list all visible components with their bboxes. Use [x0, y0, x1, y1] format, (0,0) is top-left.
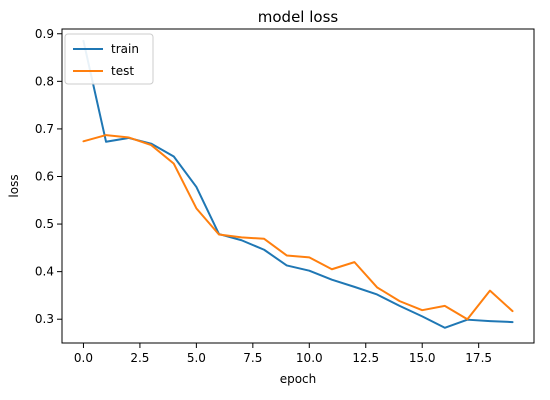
x-tick-label: 15.0: [409, 351, 436, 365]
plot-area: 0.0 2.5 5.0 7.5 10.0 12.5 15.0 17.5 0.3 0.4 0.5 0.6…: [35, 27, 535, 365]
legend-label-test: test: [111, 64, 134, 78]
y-tick-label: 0.5: [35, 217, 54, 231]
legend-label-train: train: [111, 42, 139, 56]
series-line-train: [82, 39, 514, 329]
y-axis-label: loss: [7, 174, 21, 197]
x-tick-label: 10.0: [296, 351, 323, 365]
x-tick-label: 7.5: [243, 351, 262, 365]
x-tick-label: 5.0: [187, 351, 206, 365]
legend-box: [64, 33, 154, 85]
x-axis-label: epoch: [280, 372, 317, 386]
x-tick-label: 0.0: [74, 351, 93, 365]
x-tick-label: 17.5: [465, 351, 492, 365]
x-tick-label: 2.5: [130, 351, 149, 365]
chart-title: model loss: [258, 8, 339, 26]
series-line-test: [82, 134, 514, 321]
y-tick-label: 0.9: [35, 27, 54, 41]
y-tick-label: 0.6: [35, 169, 54, 183]
y-tick-label: 0.4: [35, 265, 54, 279]
y-tick-label: 0.7: [35, 122, 54, 136]
x-tick-label: 12.5: [352, 351, 379, 365]
y-tick-label: 0.3: [35, 312, 54, 326]
y-tick-label: 0.8: [35, 74, 54, 88]
